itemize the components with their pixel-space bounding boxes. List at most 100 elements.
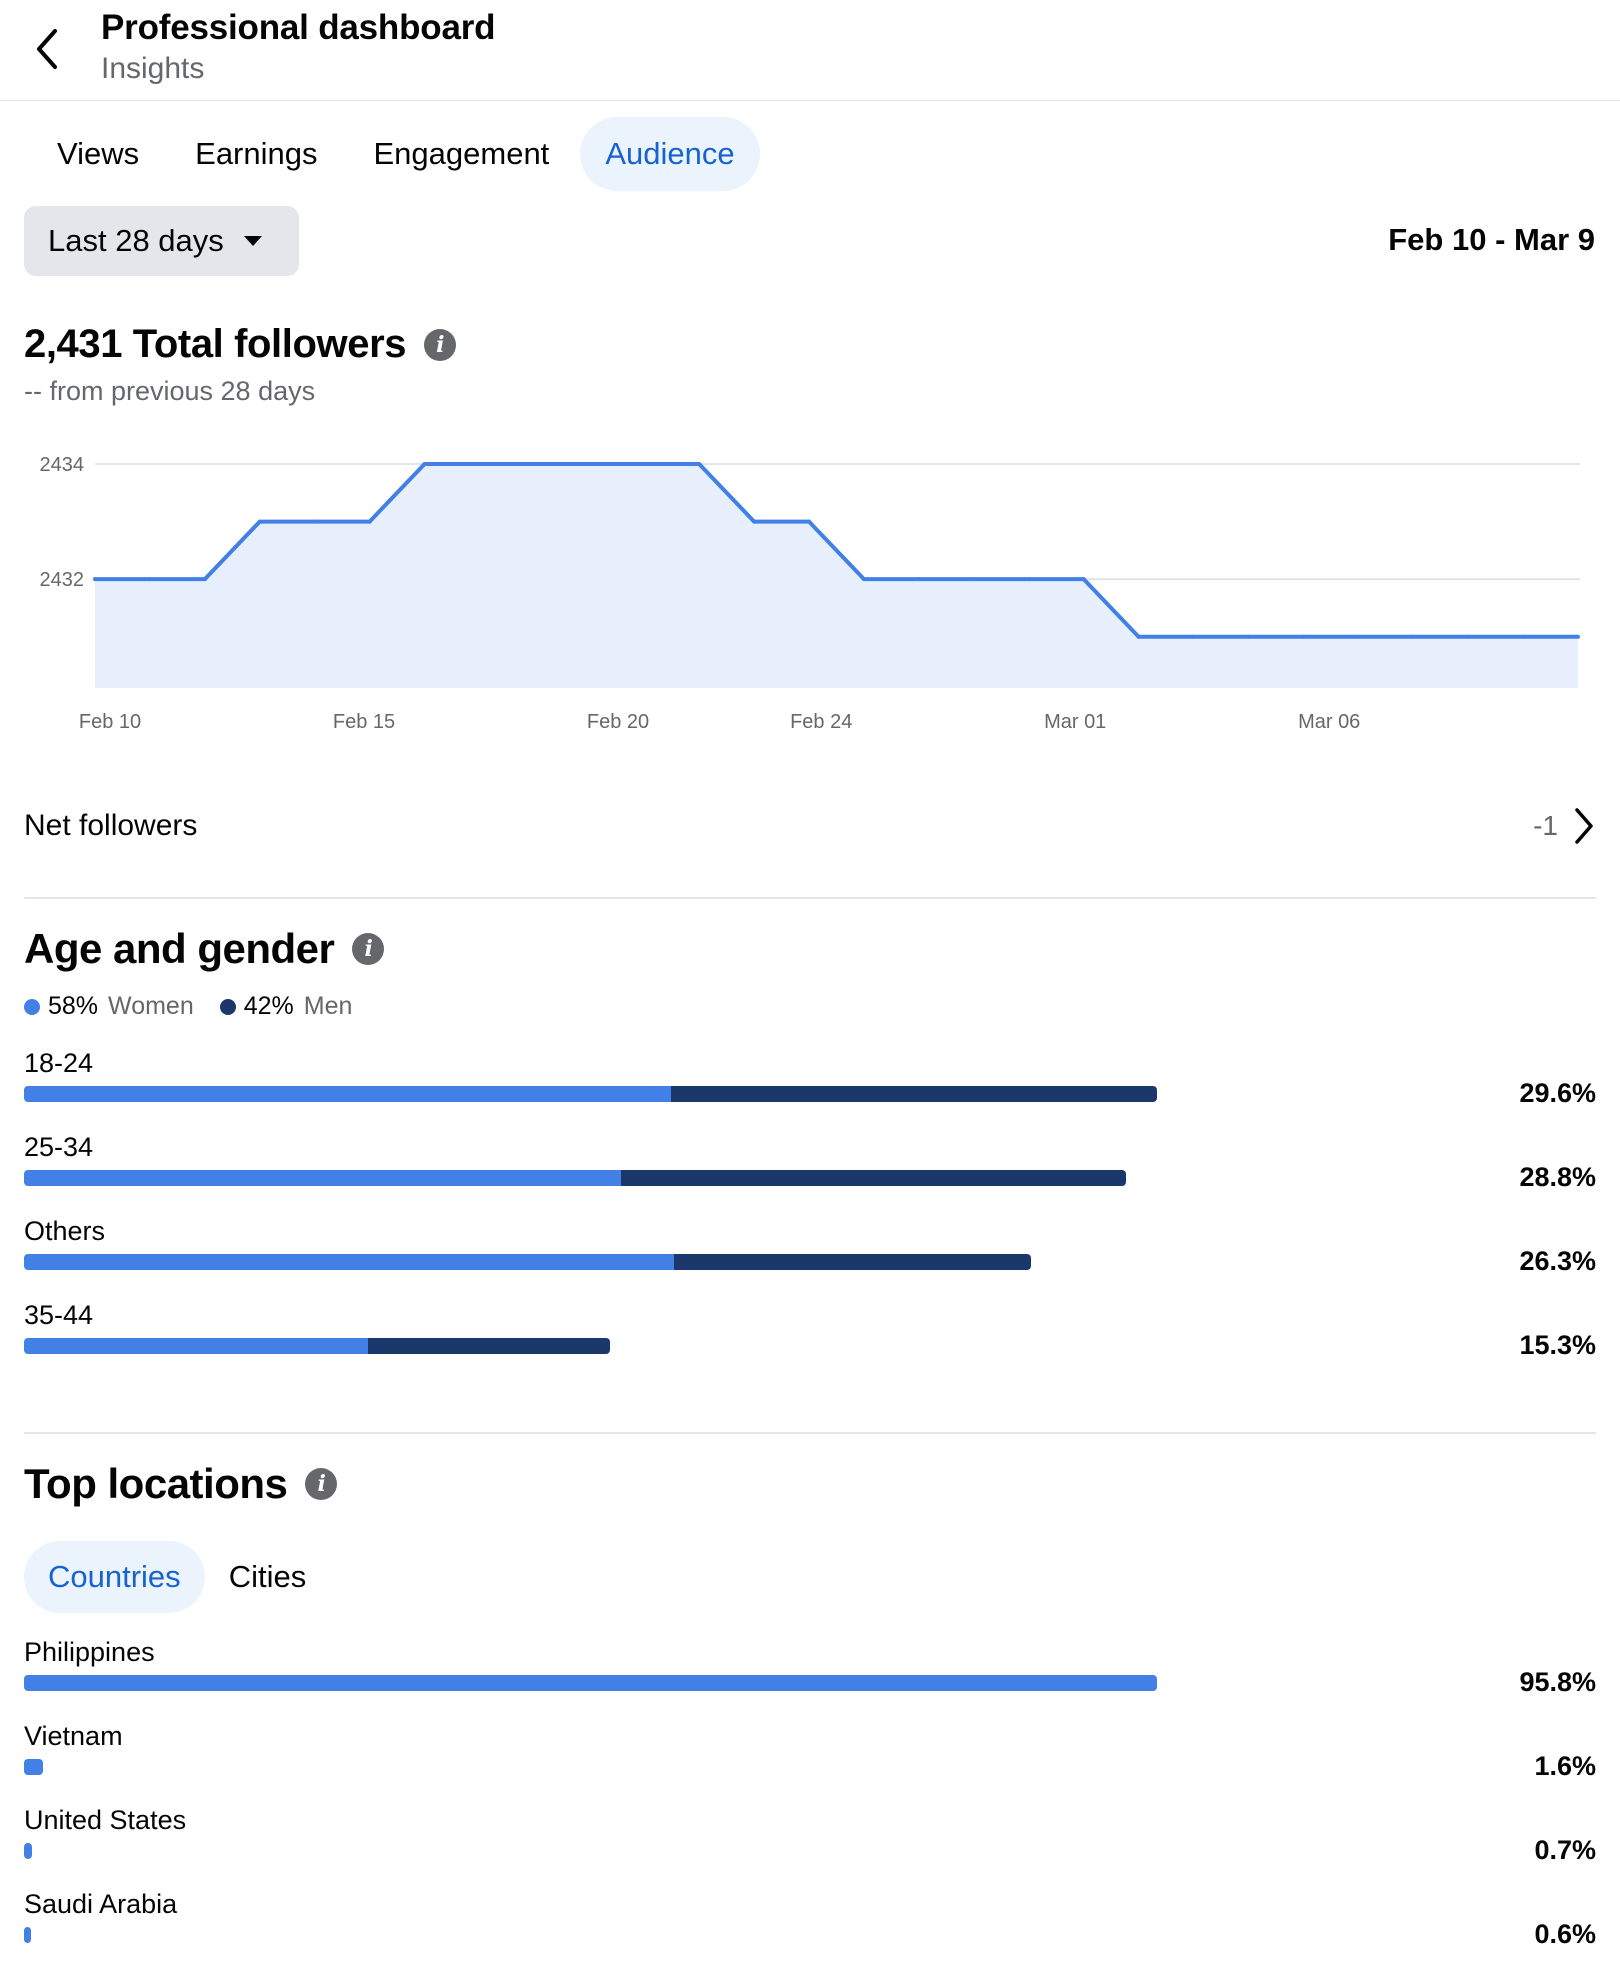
- tab-cities[interactable]: Cities: [228, 1559, 307, 1594]
- caret-down-icon: [243, 236, 262, 246]
- location-row: Vietnam 1.6%: [24, 1721, 1596, 1791]
- men-segment: [674, 1254, 1031, 1270]
- women-segment: [24, 1170, 622, 1186]
- y-tick-label: 2432: [40, 569, 85, 591]
- location-bar: [24, 1759, 43, 1775]
- age-row-25-34: 25-34 28.8%: [24, 1132, 1596, 1202]
- age-bar: [24, 1086, 1157, 1102]
- men-legend-dot: [219, 998, 236, 1015]
- x-tick-label: Feb 10: [79, 711, 141, 730]
- net-followers-row[interactable]: Net followers -1: [24, 796, 1596, 856]
- location-bar: [24, 1843, 33, 1859]
- age-row-label: Others: [24, 1216, 106, 1246]
- age-row-pct: 28.8%: [1519, 1162, 1596, 1192]
- men-segment: [621, 1170, 1127, 1186]
- age-row-18-24: 18-24 29.6%: [24, 1048, 1596, 1118]
- data-point: [312, 519, 317, 524]
- page-title: Professional dashboard: [101, 8, 496, 47]
- tab-engagement[interactable]: Engagement: [373, 136, 550, 171]
- location-label: United States: [24, 1805, 187, 1835]
- data-point: [422, 462, 427, 466]
- top-locations-title: Top locations: [24, 1460, 288, 1507]
- data-point: [257, 519, 262, 524]
- followers-change-note: -- from previous 28 days: [24, 376, 316, 406]
- women-legend-label: Women: [108, 992, 194, 1020]
- back-button[interactable]: [22, 20, 72, 78]
- women-segment: [24, 1086, 671, 1102]
- info-icon[interactable]: i: [305, 1468, 338, 1500]
- men-segment: [670, 1086, 1157, 1102]
- data-point: [202, 577, 207, 582]
- info-icon[interactable]: i: [352, 933, 385, 965]
- data-point: [93, 577, 97, 582]
- x-tick-label: Feb 20: [587, 711, 649, 730]
- tab-views[interactable]: Views: [57, 136, 140, 171]
- age-bar: [24, 1254, 1031, 1270]
- total-followers-heading: 2,431 Total followers i: [24, 322, 457, 367]
- data-point: [697, 462, 702, 466]
- info-icon[interactable]: i: [424, 328, 457, 361]
- data-point: [532, 462, 537, 466]
- location-row: Philippines 95.8%: [24, 1637, 1596, 1707]
- gender-legend: 58% Women 42% Men: [24, 992, 378, 1021]
- women-segment: [24, 1254, 675, 1270]
- age-row-pct: 29.6%: [1519, 1078, 1596, 1108]
- age-gender-title: Age and gender: [24, 925, 335, 972]
- data-point: [642, 462, 647, 466]
- location-pct: 95.8%: [1519, 1667, 1596, 1697]
- followers-area-chart: 2434 2432 Feb 10 Feb 15 Feb 20 Feb 24 Mar 01 Ma…: [40, 454, 1580, 730]
- location-row: Saudi Arabia 0.6%: [24, 1889, 1596, 1959]
- data-point: [1576, 634, 1580, 639]
- chevron-left-icon: [37, 29, 57, 69]
- location-bar: [24, 1675, 1157, 1691]
- tab-audience[interactable]: Audience: [580, 117, 760, 191]
- age-row-35-44: 35-44 15.3%: [24, 1300, 1596, 1370]
- data-point: [147, 577, 152, 582]
- followers-series-line: [95, 462, 1578, 639]
- header-bar: Professional dashboard Insights: [0, 0, 1620, 101]
- age-row-pct: 15.3%: [1519, 1330, 1596, 1360]
- data-point: [861, 577, 866, 582]
- insights-tabs: Views Earnings Engagement Audience: [32, 117, 760, 191]
- date-range-text: Feb 10 - Mar 9: [1388, 222, 1595, 257]
- women-legend-pct: 58%: [48, 992, 99, 1020]
- data-point: [477, 462, 482, 466]
- date-range-dropdown[interactable]: Last 28 days: [24, 206, 299, 276]
- location-label: Saudi Arabia: [24, 1889, 178, 1919]
- top-locations-heading: Top locations i: [24, 1460, 338, 1508]
- location-bar: [24, 1927, 32, 1943]
- tab-earnings[interactable]: Earnings: [195, 136, 318, 171]
- x-tick-label: Feb 24: [790, 711, 852, 730]
- men-segment: [368, 1338, 610, 1354]
- x-tick-label: Mar 06: [1298, 711, 1360, 730]
- age-row-label: 18-24: [24, 1048, 94, 1078]
- age-row-pct: 26.3%: [1519, 1246, 1596, 1276]
- section-divider: [24, 897, 1596, 899]
- data-point: [1026, 577, 1031, 582]
- age-bar: [24, 1170, 1127, 1186]
- data-point: [1136, 634, 1141, 639]
- data-point: [1191, 634, 1196, 639]
- net-followers-label: Net followers: [24, 809, 198, 842]
- x-tick-label: Feb 15: [333, 711, 395, 730]
- location-label: Philippines: [24, 1637, 155, 1667]
- data-point: [587, 462, 592, 466]
- data-point: [1411, 634, 1416, 639]
- location-pct: 0.6%: [1534, 1919, 1596, 1949]
- page-subtitle: Insights: [101, 52, 205, 85]
- data-point: [1081, 577, 1086, 582]
- women-segment: [24, 1338, 369, 1354]
- data-point: [1356, 634, 1361, 639]
- age-gender-heading: Age and gender i: [24, 925, 385, 973]
- age-row-label: 25-34: [24, 1132, 94, 1162]
- net-followers-value: -1: [1533, 810, 1558, 841]
- area-fill: [95, 464, 1578, 688]
- men-legend-pct: 42%: [243, 992, 294, 1020]
- location-pct: 1.6%: [1534, 1751, 1596, 1781]
- chevron-right-icon: [1575, 808, 1593, 844]
- location-pct: 0.7%: [1534, 1835, 1596, 1865]
- tab-countries[interactable]: Countries: [24, 1541, 205, 1613]
- women-legend-dot: [24, 998, 40, 1015]
- data-point: [807, 519, 812, 524]
- data-point: [1301, 634, 1306, 639]
